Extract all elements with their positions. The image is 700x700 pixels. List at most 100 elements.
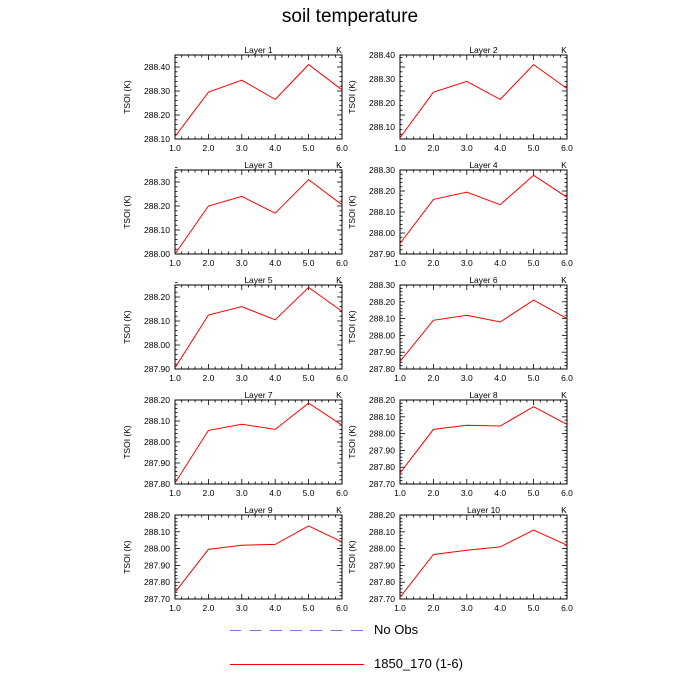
x-tick-label: 4.0: [494, 603, 506, 613]
x-tick-label: 3.0: [461, 488, 473, 498]
x-tick-label: 2.0: [202, 143, 214, 153]
panel-title: Layer 2: [469, 45, 498, 55]
y-axis-label: TSOI (K): [122, 310, 132, 344]
x-tick-label: 5.0: [528, 143, 540, 153]
series-line: [174, 178, 343, 255]
y-tick-label: 288.10: [144, 225, 170, 235]
panel-units-label: K: [561, 45, 567, 55]
panel-title: Layer 6: [469, 275, 498, 285]
x-tick-label: 2.0: [202, 258, 214, 268]
panel-units-label: K: [336, 160, 342, 170]
panel-units-label: K: [336, 275, 342, 285]
y-tick-label: 288.10: [144, 316, 170, 326]
series-line: [174, 286, 343, 369]
y-axis-label: TSOI (K): [122, 80, 132, 114]
y-tick-label: 287.70: [369, 594, 395, 604]
x-tick-label: 6.0: [336, 488, 348, 498]
x-tick-label: 1.0: [394, 373, 406, 383]
y-tick-label: 288.30: [369, 280, 395, 290]
x-tick-label: 2.0: [427, 603, 439, 613]
x-tick-label: 1.0: [169, 143, 181, 153]
x-tick-label: 3.0: [461, 143, 473, 153]
y-tick-label: 288.20: [144, 510, 170, 520]
x-tick-label: 2.0: [427, 373, 439, 383]
y-tick-label: 287.90: [144, 364, 170, 374]
panel-title: Layer 4: [469, 160, 498, 170]
panel-layer-2: 1.0 2.0 3.0 4.0 5.0 6.0 288.10 288.20 288.30 288.…: [347, 45, 573, 153]
series-line: [399, 299, 568, 362]
plot-frame: [174, 514, 343, 600]
y-tick-label: 287.90: [144, 458, 170, 468]
x-tick-label: 5.0: [303, 373, 315, 383]
y-tick-label: 288.20: [144, 110, 170, 120]
panel-layer-10: 1.0 2.0 3.0 4.0 5.0 6.0 287.70 287.80 287.90 288.…: [347, 505, 573, 613]
panel-layer-8: 1.0 2.0 3.0 4.0 5.0 6.0 287.70 287.80 287.90 288.…: [347, 390, 573, 498]
x-tick-label: 3.0: [236, 603, 248, 613]
x-tick-label: 4.0: [269, 258, 281, 268]
series-line: [399, 174, 568, 244]
y-tick-label: 288.10: [144, 416, 170, 426]
y-tick-label: 288.00: [369, 429, 395, 439]
y-tick-label: 288.20: [369, 395, 395, 405]
x-tick-label: 6.0: [336, 373, 348, 383]
y-tick-label: 287.80: [144, 577, 170, 587]
x-tick-label: 1.0: [394, 143, 406, 153]
y-axis-label: TSOI (K): [347, 310, 357, 344]
x-tick-label: 1.0: [169, 488, 181, 498]
x-tick-label: 5.0: [303, 603, 315, 613]
panel-title: Layer 5: [244, 275, 273, 285]
panel-layer-4: 1.0 2.0 3.0 4.0 5.0 6.0 287.90 288.00 288.10 288.…: [347, 160, 573, 268]
x-tick-label: 4.0: [269, 488, 281, 498]
panel-layer-6: 1.0 2.0 3.0 4.0 5.0 6.0 287.80 287.90 288.00 288.…: [347, 275, 573, 383]
panel-layer-3: 1.0 2.0 3.0 4.0 5.0 6.0 288.00 288.10 288.20 288.…: [122, 160, 348, 268]
x-tick-label: 6.0: [336, 603, 348, 613]
y-axis-label: TSOI (K): [347, 540, 357, 574]
y-tick-label: 288.00: [144, 249, 170, 259]
y-tick-label: 288.00: [369, 228, 395, 238]
x-tick-label: 3.0: [236, 488, 248, 498]
y-tick-label: 288.20: [369, 510, 395, 520]
series-line: [399, 529, 568, 598]
x-tick-label: 3.0: [461, 373, 473, 383]
y-tick-label: 288.30: [144, 86, 170, 96]
x-tick-label: 1.0: [394, 258, 406, 268]
panel-units-label: K: [336, 390, 342, 400]
x-tick-label: 6.0: [336, 258, 348, 268]
plot-frame: [399, 399, 568, 485]
y-tick-label: 288.30: [369, 165, 395, 175]
x-tick-label: 2.0: [427, 488, 439, 498]
y-tick-label: 288.10: [369, 314, 395, 324]
legend-swatch-series: [230, 664, 364, 665]
x-tick-label: 3.0: [236, 143, 248, 153]
x-tick-label: 4.0: [494, 258, 506, 268]
x-tick-label: 4.0: [494, 488, 506, 498]
x-tick-label: 5.0: [528, 258, 540, 268]
y-tick-label: 287.90: [369, 445, 395, 455]
panel-units-label: K: [561, 505, 567, 515]
y-axis-label: TSOI (K): [347, 80, 357, 114]
x-tick-label: 4.0: [269, 373, 281, 383]
panel-layer-5: 1.0 2.0 3.0 4.0 5.0 6.0 287.90 288.00 288.10 288.…: [122, 275, 348, 383]
legend-label-series: 1850_170 (1-6): [374, 656, 463, 671]
y-tick-label: 288.20: [369, 186, 395, 196]
x-tick-label: 1.0: [169, 373, 181, 383]
y-axis-label: TSOI (K): [347, 195, 357, 229]
y-tick-label: 287.80: [369, 577, 395, 587]
x-tick-label: 6.0: [561, 258, 573, 268]
x-tick-label: 6.0: [336, 143, 348, 153]
panel-units-label: K: [561, 390, 567, 400]
y-tick-label: 288.30: [369, 74, 395, 84]
panel-title: Layer 10: [467, 505, 500, 515]
y-tick-label: 288.00: [144, 340, 170, 350]
x-tick-label: 2.0: [427, 143, 439, 153]
panel-units-label: K: [561, 275, 567, 285]
y-tick-label: 288.10: [369, 412, 395, 422]
y-axis-label: TSOI (K): [122, 195, 132, 229]
x-tick-label: 5.0: [303, 143, 315, 153]
panel-units-label: K: [336, 45, 342, 55]
legend-swatch-no-obs: [230, 630, 364, 631]
x-tick-label: 1.0: [169, 603, 181, 613]
plot-frame: [399, 514, 568, 600]
x-tick-label: 4.0: [494, 143, 506, 153]
y-tick-label: 287.80: [369, 364, 395, 374]
